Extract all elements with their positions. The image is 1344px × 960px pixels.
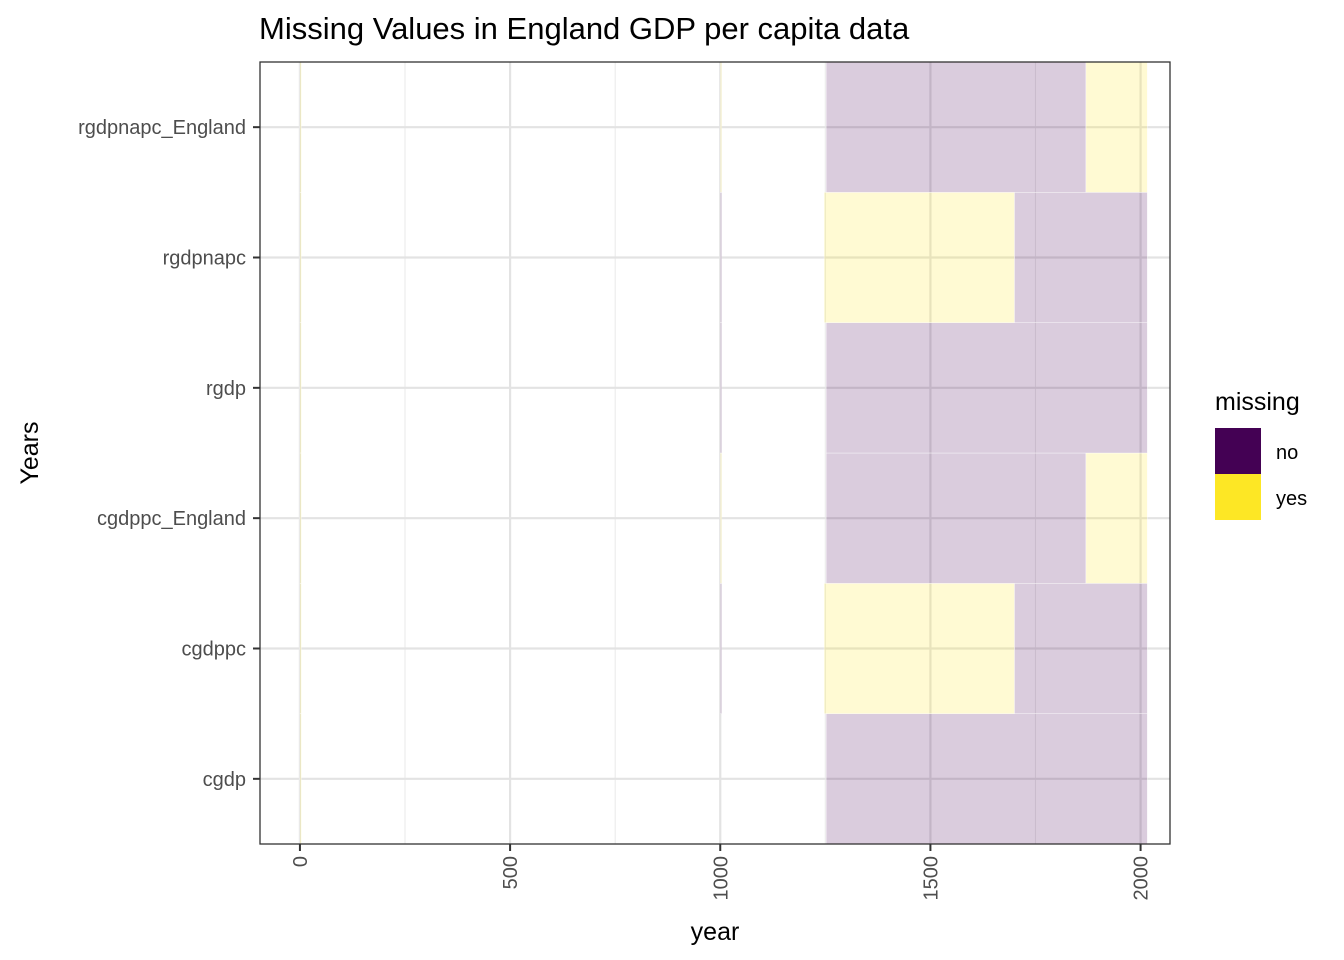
x-tick-label: 0 (290, 856, 312, 867)
tile-rgdpnapc_England-no (825, 61, 1087, 193)
x-axis: 0 500 1000 1500 2000 (290, 844, 1153, 901)
tile-cgdppc-no (719, 583, 723, 714)
legend-key-yes (1215, 474, 1261, 520)
tile-cgdppc_England-no (825, 452, 1087, 584)
tile-rgdp-no (825, 322, 1148, 454)
legend-label-no: no (1276, 442, 1298, 464)
y-axis-title: Years (16, 421, 44, 484)
tile-cgdppc-yes (299, 583, 302, 714)
x-tick-label: 2000 (1131, 856, 1153, 901)
tile-cgdppc-no (1014, 583, 1148, 714)
tile-cgdppc_England-yes (719, 452, 723, 584)
missing-tiles (299, 61, 1148, 845)
x-tick-label: 500 (500, 856, 522, 889)
tile-cgdppc_England-yes (1085, 452, 1148, 584)
tile-rgdpnapc-no (1014, 192, 1148, 323)
tile-cgdp-no (825, 713, 1148, 845)
legend-label-yes: yes (1276, 488, 1307, 510)
tile-rgdpnapc-yes (823, 192, 1015, 323)
y-tick-label: cgdppc (182, 639, 247, 661)
tile-cgdppc-yes (823, 583, 1015, 714)
tile-rgdp-no (719, 322, 723, 454)
legend: missing no yes (1215, 388, 1307, 520)
tile-rgdpnapc_England-yes (299, 61, 302, 193)
y-tick-label: rgdpnapc_England (78, 117, 246, 139)
y-tick-label: rgdpnapc (163, 248, 246, 270)
tile-rgdpnapc-yes (299, 192, 302, 323)
panel-border (259, 61, 1171, 845)
chart-title: Missing Values in England GDP per capita… (259, 11, 910, 46)
y-tick-label: cgdp (203, 769, 246, 791)
tile-rgdpnapc_England-yes (1085, 61, 1148, 193)
tile-rgdpnapc_England-yes (719, 61, 723, 193)
tile-rgdpnapc-no (719, 192, 723, 323)
y-tick-label: cgdppc_England (97, 508, 246, 530)
tile-cgdppc_England-yes (299, 452, 302, 584)
y-axis: cgdp cgdppc cgdppc_England rgdp rgdpnapc rgdp… (78, 117, 260, 791)
tile-cgdp-yes (299, 713, 302, 845)
tile-rgdp-yes (299, 322, 302, 454)
x-tick-label: 1000 (710, 856, 732, 901)
legend-title: missing (1215, 388, 1300, 416)
legend-key-no (1215, 428, 1261, 474)
x-axis-title: year (691, 918, 740, 946)
y-tick-label: rgdp (206, 378, 246, 400)
x-tick-label: 1500 (920, 856, 942, 901)
